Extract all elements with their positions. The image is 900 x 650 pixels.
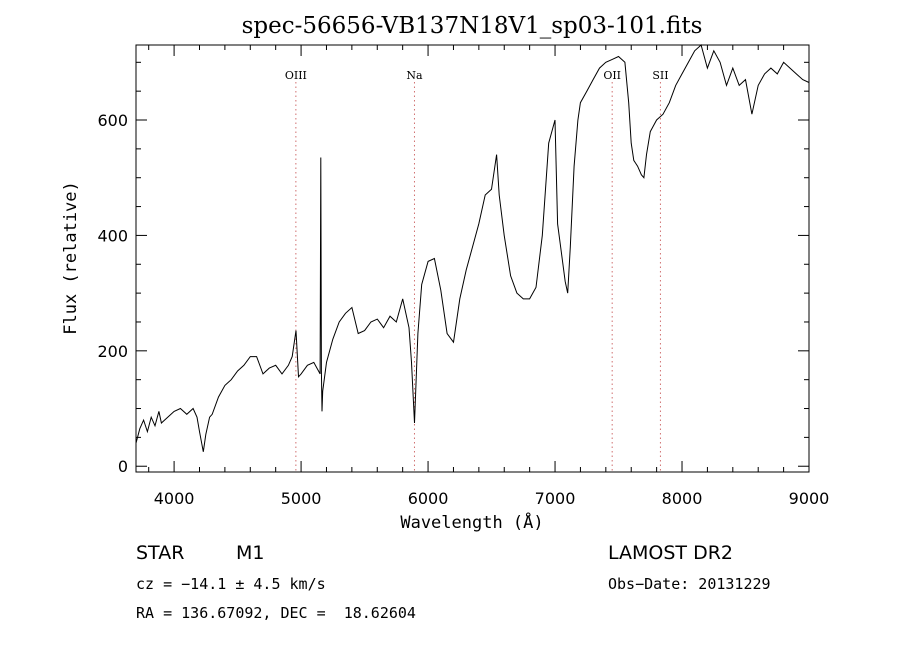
spectrum-line (135, 44, 810, 452)
x-tick-label: 8000 (662, 489, 703, 508)
observation-date: Obs−Date: 20131229 (608, 575, 771, 593)
y-tick-label: 200 (97, 342, 128, 361)
emission-line-markers: OIII Na OII SII (285, 69, 669, 472)
line-marker-label: SII (652, 69, 668, 82)
object-type: STAR (136, 542, 185, 564)
line-marker-label: OIII (285, 69, 307, 82)
ra-dec-coordinates: RA = 136.67092, DEC = 18.62604 (136, 604, 416, 622)
axis-ticks: 4000 5000 6000 7000 8000 9000 0 200 400 600 (97, 45, 829, 508)
y-tick-label: 400 (97, 226, 128, 245)
redshift-velocity: cz = −14.1 ± 4.5 km/s (136, 575, 326, 593)
x-axis-label: Wavelength (Å) (400, 511, 543, 533)
y-tick-label: 600 (97, 111, 128, 130)
x-tick-label: 7000 (535, 489, 576, 508)
line-marker-label: Na (406, 69, 423, 82)
x-tick-label: 5000 (281, 489, 322, 508)
line-marker-label: OII (603, 69, 621, 82)
y-tick-label: 0 (118, 457, 128, 476)
x-tick-label: 9000 (789, 489, 830, 508)
x-tick-label: 6000 (408, 489, 449, 508)
y-axis-label: Flux (relative) (61, 181, 81, 335)
object-subclass: M1 (236, 542, 265, 564)
chart-title: spec-56656-VB137N18V1_sp03-101.fits (242, 13, 703, 39)
plot-frame (135, 44, 810, 473)
data-release: LAMOST DR2 (608, 542, 733, 564)
x-tick-label: 4000 (154, 489, 195, 508)
